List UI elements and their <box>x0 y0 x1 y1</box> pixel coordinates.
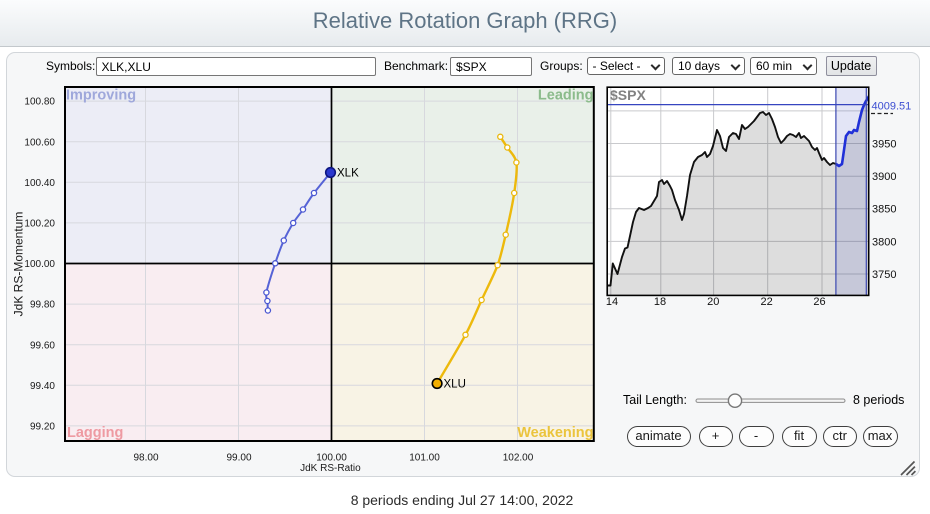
svg-text:100.40: 100.40 <box>24 178 55 189</box>
svg-text:18: 18 <box>654 296 666 308</box>
svg-text:3850: 3850 <box>872 204 896 216</box>
svg-text:3800: 3800 <box>872 236 896 248</box>
svg-text:4009.51: 4009.51 <box>872 101 912 113</box>
svg-text:99.40: 99.40 <box>30 381 55 392</box>
svg-text:JdK RS-Momentum: JdK RS-Momentum <box>12 212 26 317</box>
svg-text:100.00: 100.00 <box>24 259 55 270</box>
svg-text:Improving: Improving <box>66 88 136 104</box>
svg-text:22: 22 <box>760 296 772 308</box>
svg-text:100.00: 100.00 <box>316 453 347 464</box>
svg-text:100.80: 100.80 <box>24 97 55 108</box>
svg-text:100.20: 100.20 <box>24 219 55 230</box>
svg-text:99.60: 99.60 <box>30 340 55 351</box>
svg-text:99.00: 99.00 <box>226 453 251 464</box>
svg-text:Weakening: Weakening <box>517 425 593 441</box>
svg-text:Lagging: Lagging <box>67 425 123 441</box>
svg-text:3900: 3900 <box>872 171 896 183</box>
svg-text:102.00: 102.00 <box>503 453 534 464</box>
svg-text:99.20: 99.20 <box>30 422 55 433</box>
svg-text:3950: 3950 <box>872 138 896 150</box>
svg-text:$SPX: $SPX <box>610 87 646 103</box>
svg-text:98.00: 98.00 <box>133 453 158 464</box>
svg-text:14: 14 <box>606 296 618 308</box>
svg-text:100.60: 100.60 <box>24 137 55 148</box>
svg-text:XLK: XLK <box>337 168 359 180</box>
svg-text:101.00: 101.00 <box>409 453 440 464</box>
svg-text:Leading: Leading <box>538 88 594 104</box>
svg-text:20: 20 <box>707 296 719 308</box>
svg-text:XLU: XLU <box>444 379 466 391</box>
svg-text:JdK RS-Ratio: JdK RS-Ratio <box>300 463 361 474</box>
svg-text:99.80: 99.80 <box>30 300 55 311</box>
svg-text:3750: 3750 <box>872 269 896 281</box>
svg-text:26: 26 <box>813 296 825 308</box>
